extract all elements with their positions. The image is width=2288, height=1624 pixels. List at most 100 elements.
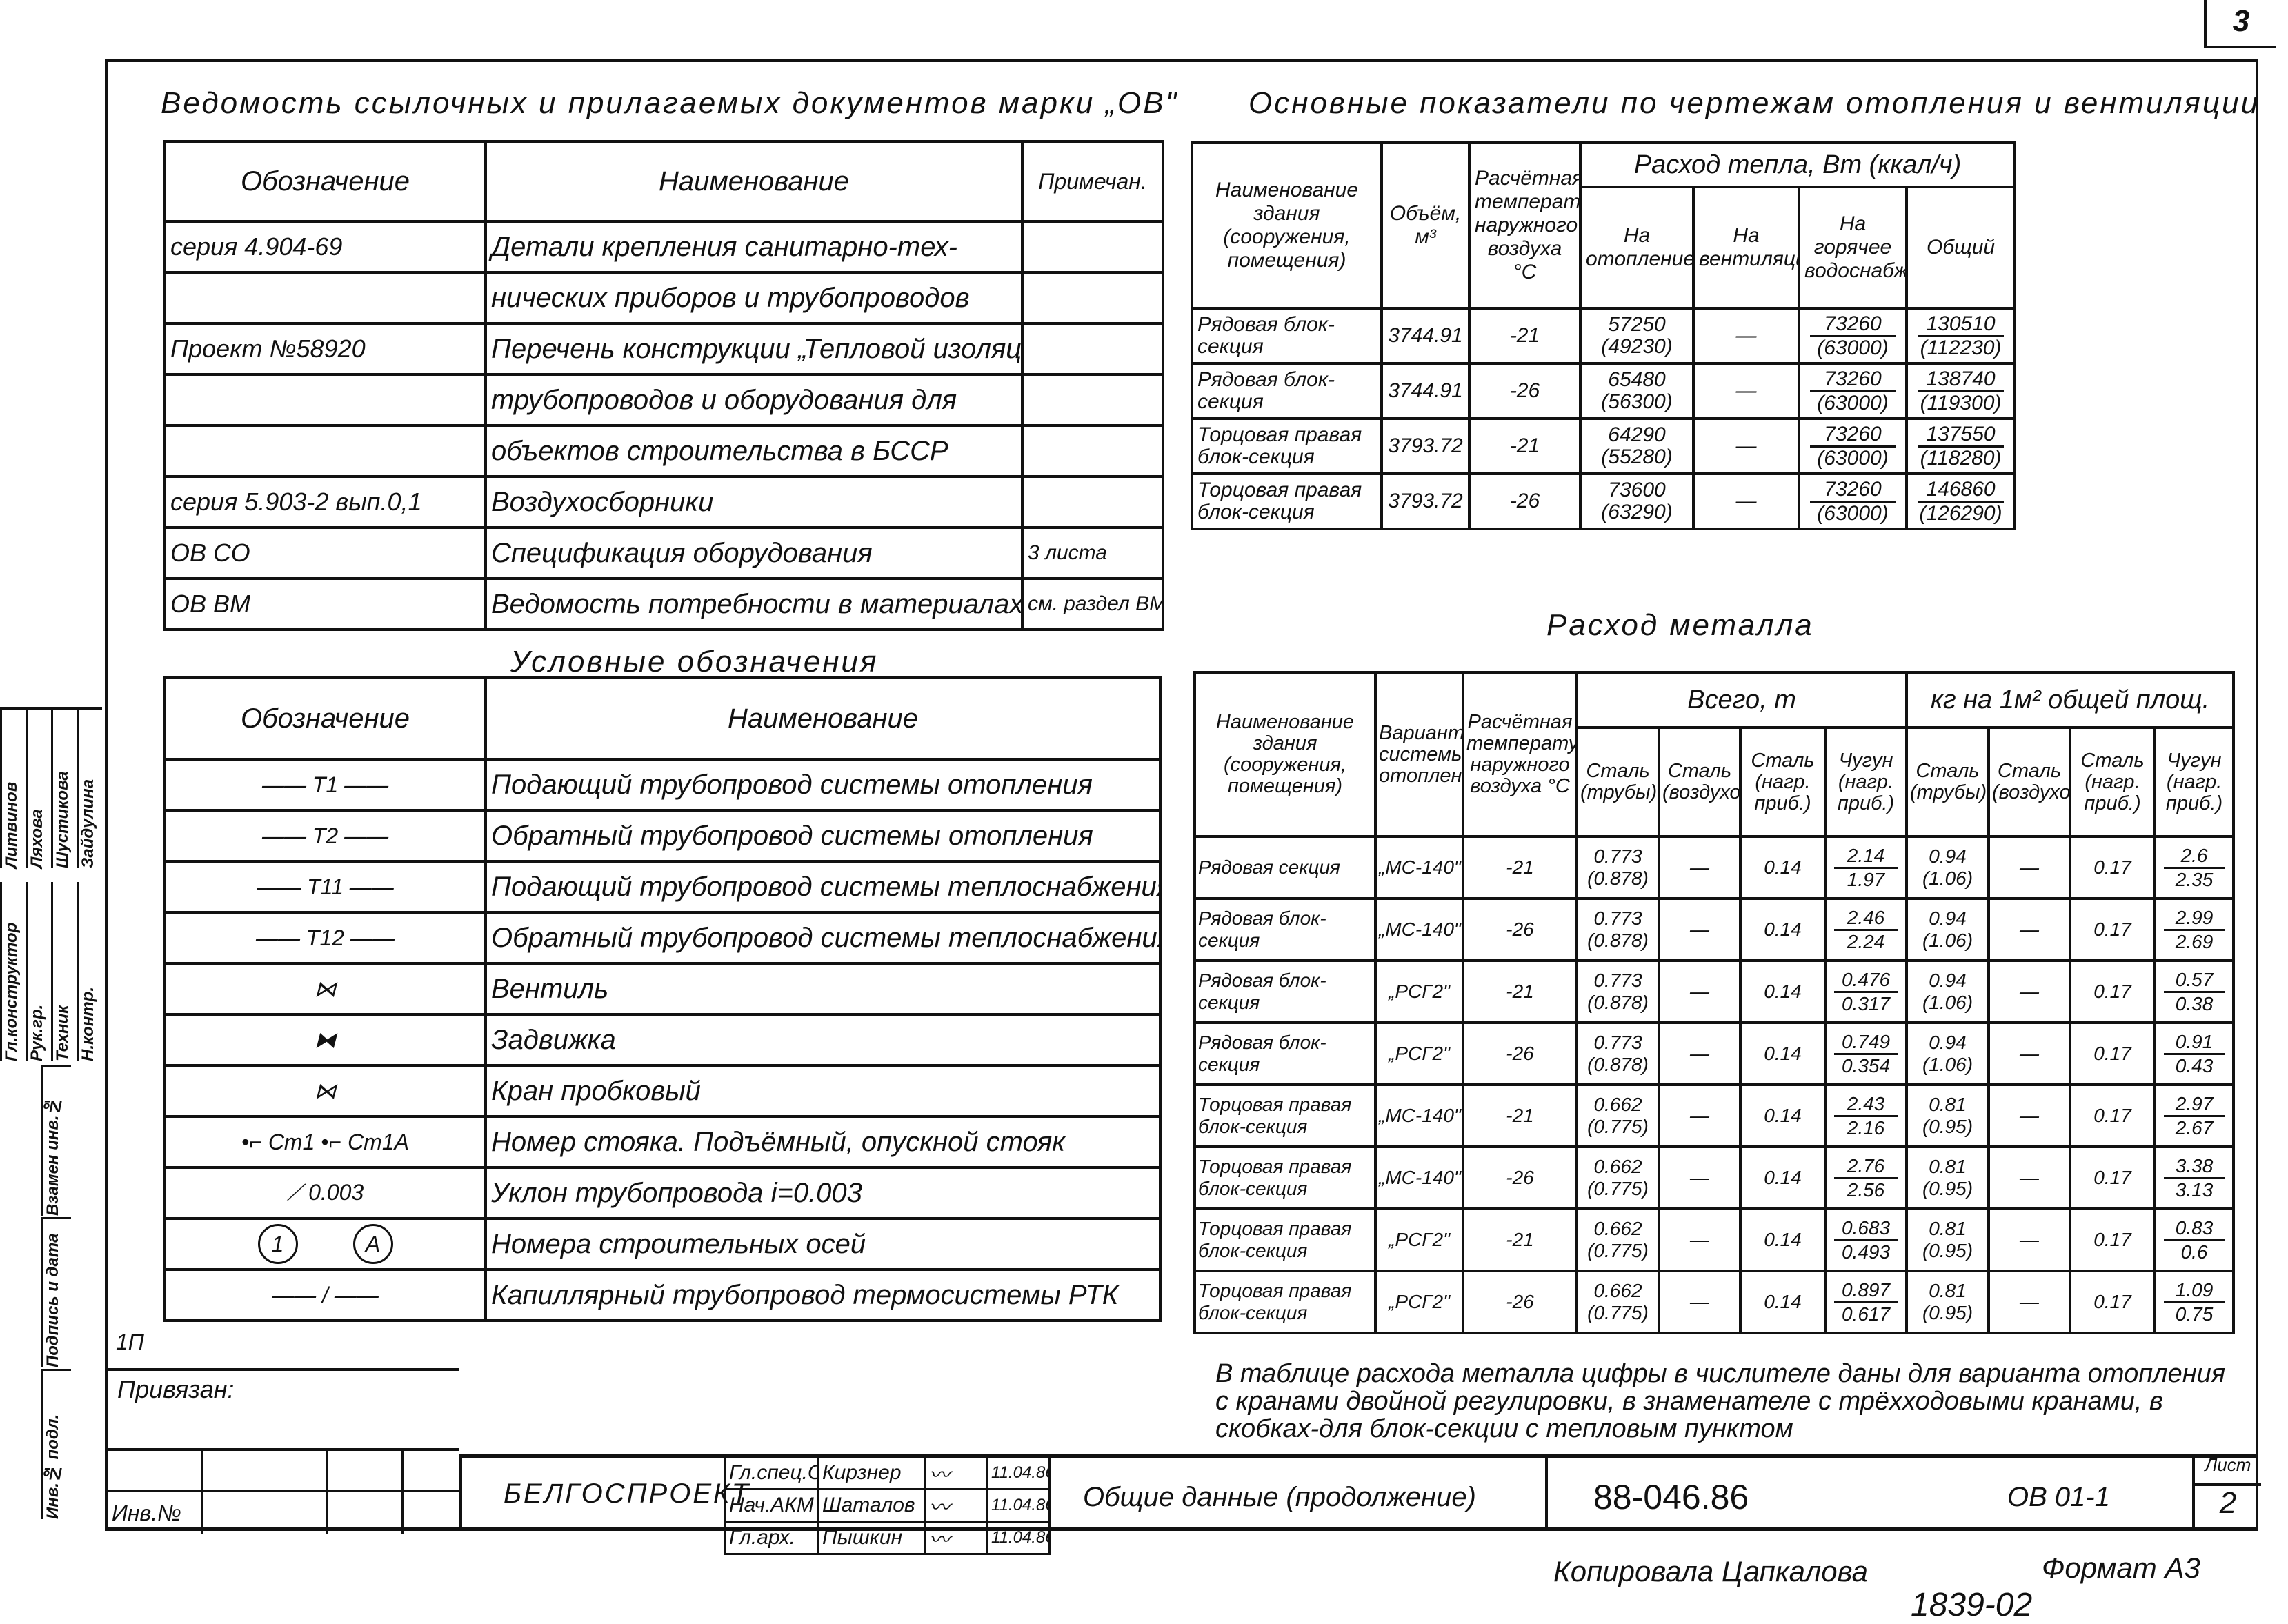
drawing-mark: ОВ 01-1 bbox=[2007, 1482, 2110, 1512]
metal-note: В таблице расхода металла цифры в числит… bbox=[1215, 1359, 2226, 1443]
fraction-value: 2.6 2.35 bbox=[2158, 845, 2230, 890]
metal-cell: — bbox=[1658, 835, 1742, 900]
metal-row: Торцовая правая блок-секция „МС-140" -26 0.… bbox=[1193, 1145, 2236, 1210]
heat-cell: Торцовая правая блок-секция bbox=[1191, 472, 1383, 530]
metal-cell: 0.773 (0.878) bbox=[1575, 1021, 1660, 1086]
heat-cell: Рядовая блок-секция bbox=[1191, 362, 1383, 420]
metal-cell: 0.94 (1.06) bbox=[1905, 835, 1991, 900]
metal-cell: 0.476 0.317 bbox=[1823, 959, 1909, 1024]
metal-row: Торцовая правая блок-секция „РСГ2" -21 0.66… bbox=[1193, 1207, 2236, 1272]
legend-symbol: —— / —— bbox=[163, 1268, 487, 1322]
fraction-value: 2.46 2.24 bbox=[1829, 907, 1903, 952]
docs-cell: ОВ ВМ bbox=[163, 577, 487, 631]
heat-cell: -26 bbox=[1468, 362, 1582, 420]
legend-row: •⌐ Ст1 •⌐ Ст1А Номер стояка. Подъёмный, о… bbox=[163, 1115, 1162, 1169]
docs-cell: Воздухосборники bbox=[484, 475, 1024, 529]
fraction-value: 0.897 0.617 bbox=[1829, 1279, 1903, 1325]
metal-cell: 0.14 bbox=[1739, 1083, 1827, 1148]
docs-row: ОВ СО Спецификация оборудования 3 листа bbox=[163, 526, 1164, 580]
metal-cell: 0.749 0.354 bbox=[1823, 1021, 1909, 1086]
heat-cell: 57250 (49230) bbox=[1579, 307, 1695, 365]
metal-cell: — bbox=[1658, 1270, 1742, 1334]
metal-cell: 0.57 0.38 bbox=[2153, 959, 2236, 1024]
metal-cell: -26 bbox=[1462, 1145, 1578, 1210]
signer-date: 11.04.86 bbox=[986, 1521, 1051, 1555]
metal-cell: — bbox=[1987, 1021, 2072, 1086]
metal-cell: 0.94 (1.06) bbox=[1905, 897, 1991, 962]
copied-by: Копировала Цапкалова bbox=[1553, 1555, 1868, 1587]
heat-header-heating: На отопление bbox=[1579, 186, 1695, 310]
metal-cell: 0.17 bbox=[2069, 1207, 2157, 1272]
metal-header-total: Всего, т bbox=[1575, 671, 1909, 729]
legend-symbol-icon: ⋈ bbox=[314, 976, 337, 1001]
legend-row: ⋈ Вентиль bbox=[163, 962, 1162, 1016]
metal-cell: „МС-140" bbox=[1374, 1083, 1464, 1148]
legend-symbol-icon: •⌐ Ст1 •⌐ Ст1А bbox=[241, 1129, 409, 1154]
docs-row: серия 5.903-2 вып.0,1 Воздухосборники bbox=[163, 475, 1164, 529]
heat-cell: -21 bbox=[1468, 417, 1582, 475]
legend-name: Вентиль bbox=[484, 962, 1162, 1016]
legend-row-marker: 1П bbox=[116, 1330, 144, 1354]
heat-cell: 65480 (56300) bbox=[1579, 362, 1695, 420]
docs-cell: серия 5.903-2 вып.0,1 bbox=[163, 475, 487, 529]
legend-row: —— Т12 —— Обратный трубопровод системы те… bbox=[163, 911, 1162, 965]
signer-name: Пышкин bbox=[817, 1521, 926, 1555]
metal-cell: -26 bbox=[1462, 897, 1578, 962]
fraction-value: 1.09 0.75 bbox=[2158, 1279, 2230, 1325]
metal-cell: „МС-140" bbox=[1374, 1145, 1464, 1210]
metal-cell: 0.662 (0.775) bbox=[1575, 1145, 1660, 1210]
legend-symbol-icon: ⧓ bbox=[314, 1027, 337, 1052]
legend-row: —— / —— Капиллярный трубопровод термосист… bbox=[163, 1268, 1162, 1322]
fraction-value: 138740 (119300) bbox=[1912, 368, 2009, 414]
metal-cell: 0.14 bbox=[1739, 1207, 1827, 1272]
docs-cell bbox=[1021, 475, 1164, 529]
docs-cell: Детали крепления санитарно-тех- bbox=[484, 220, 1024, 274]
signature: 〰 bbox=[924, 1456, 988, 1490]
metal-row: Рядовая секция „МС-140" -21 0.773 (0.878) —0… bbox=[1193, 835, 2236, 900]
side-role: Рук.гр. bbox=[26, 882, 51, 1061]
docs-cell bbox=[1021, 373, 1164, 427]
legend-name: Подающий трубопровод системы отопления bbox=[484, 758, 1162, 812]
fraction-value: 0.476 0.317 bbox=[1829, 969, 1903, 1014]
legend-symbol: ⋈ bbox=[163, 962, 487, 1016]
metal-cell: Рядовая блок-секция bbox=[1193, 897, 1377, 962]
heat-cell: 137550 (118280) bbox=[1904, 417, 2017, 475]
metal-cell: Рядовая блок-секция bbox=[1193, 959, 1377, 1024]
legend-symbol-icon: ⋈ bbox=[314, 1079, 337, 1103]
metal-cell: 0.14 bbox=[1739, 1021, 1827, 1086]
axis-circle-icon: 1 bbox=[257, 1224, 298, 1264]
docs-row: объектов строительства в БССР bbox=[163, 424, 1164, 478]
fraction-value: 73260 (63000) bbox=[1804, 368, 1901, 414]
legend-title: Условные обозначения bbox=[510, 645, 879, 679]
metal-header-temp: Расчётная температура наружного воздуха … bbox=[1462, 671, 1578, 838]
metal-cell: 0.14 bbox=[1739, 1270, 1827, 1334]
legend-header-symbol: Обозначение bbox=[163, 676, 487, 761]
metal-subheader: Сталь (трубы) bbox=[1575, 726, 1660, 838]
docs-cell bbox=[1021, 220, 1164, 274]
heat-cell: — bbox=[1692, 362, 1800, 420]
metal-cell: — bbox=[1658, 1207, 1742, 1272]
signers-table: Гл.спец.ОВКирзнер〰11.04.86Нач.АКМШаталов… bbox=[724, 1456, 1051, 1555]
metal-cell: — bbox=[1658, 1083, 1742, 1148]
heat-cell: 3744.91 bbox=[1380, 362, 1471, 420]
side-name: Зайдулина bbox=[77, 710, 102, 868]
signature: 〰 bbox=[924, 1488, 988, 1523]
legend-symbol: ⧓ bbox=[163, 1013, 487, 1067]
heat-cell: 73260 (63000) bbox=[1798, 417, 1908, 475]
legend-name: Капиллярный трубопровод термосистемы РТК bbox=[484, 1268, 1162, 1322]
metal-cell: Торцовая правая блок-секция bbox=[1193, 1145, 1377, 1210]
legend-name: Обратный трубопровод системы теплоснабже… bbox=[484, 911, 1162, 965]
fraction-value: 130510 (112230) bbox=[1912, 312, 2009, 359]
fraction-value: 2.14 1.97 bbox=[1829, 845, 1903, 890]
fraction-value: 3.38 3.13 bbox=[2158, 1155, 2230, 1201]
metal-cell: 0.14 bbox=[1739, 835, 1827, 900]
metal-cell: — bbox=[1987, 1270, 2072, 1334]
metal-cell: 0.17 bbox=[2069, 1021, 2157, 1086]
metal-cell: — bbox=[1987, 835, 2072, 900]
legend-symbol-icon: —— Т2 —— bbox=[261, 823, 389, 848]
legend-name: Обратный трубопровод системы отопления bbox=[484, 809, 1162, 863]
metal-cell: 0.773 (0.878) bbox=[1575, 835, 1660, 900]
docs-cell bbox=[163, 373, 487, 427]
signer-name: Кирзнер bbox=[817, 1456, 926, 1490]
heat-cell: 138740 (119300) bbox=[1904, 362, 2017, 420]
